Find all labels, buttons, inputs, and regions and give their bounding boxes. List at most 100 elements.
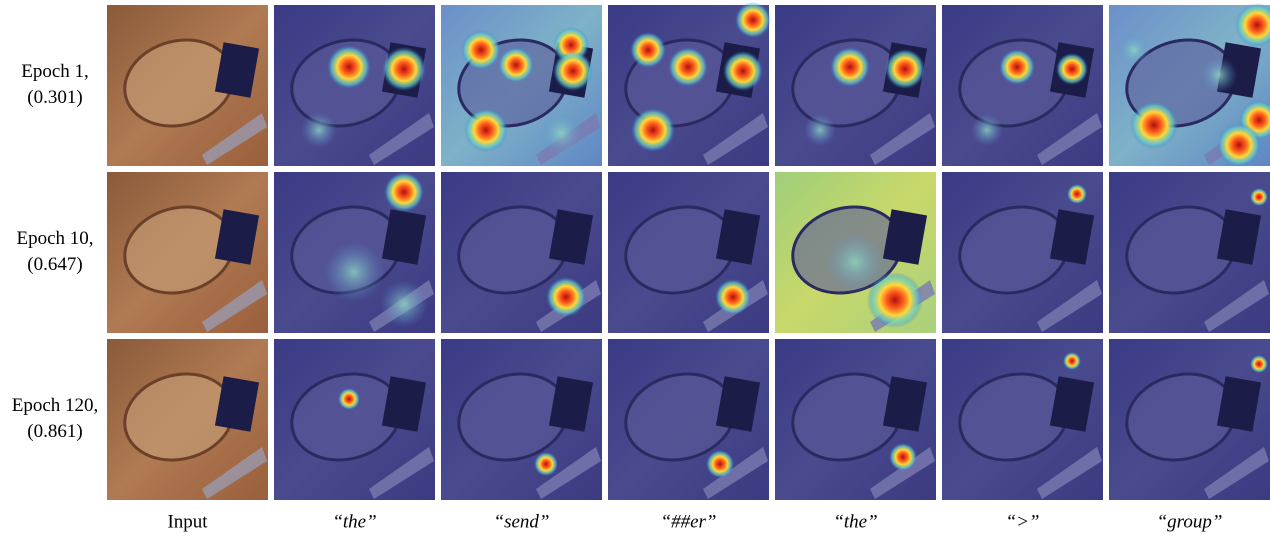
attention-map (1109, 172, 1270, 333)
heat-spot (464, 108, 508, 152)
sender-shape (536, 447, 601, 499)
heat-spot (1235, 3, 1270, 47)
heat-spot (668, 47, 708, 87)
heat-spot (867, 272, 923, 328)
heat-spot (1201, 57, 1237, 93)
heat-spot (380, 280, 428, 328)
attention-map (1109, 3, 1270, 167)
sign (715, 376, 761, 432)
heat-spot (715, 279, 751, 315)
sender-shape (1037, 447, 1102, 499)
sign (715, 209, 761, 265)
sender-shape (703, 447, 768, 499)
heat-spot (889, 443, 917, 471)
heat-spot (706, 450, 734, 478)
sender-shape (202, 280, 267, 332)
heat-spot (1250, 188, 1268, 206)
heat-spot (971, 114, 1003, 146)
row-label: Epoch 1, (0.301) (21, 61, 89, 108)
sign (548, 209, 594, 265)
heat-spot (885, 49, 925, 89)
sender-shape (202, 447, 267, 499)
sign (1049, 376, 1095, 432)
sign (214, 42, 260, 98)
sign (381, 376, 427, 432)
heat-spot (324, 242, 384, 302)
attention-map (608, 2, 771, 166)
heat-spot (1063, 352, 1081, 370)
heat-spot (735, 2, 771, 38)
heat-spot (1056, 53, 1088, 85)
epoch-label: Epoch 10, (16, 228, 93, 249)
sender-shape (870, 113, 935, 165)
attention-map (441, 172, 602, 333)
sender-shape (870, 447, 935, 499)
heat-spot (301, 112, 337, 148)
sign (381, 209, 427, 265)
sign (882, 209, 928, 265)
sender-shape (369, 447, 434, 499)
attention-map (441, 339, 602, 500)
score-label: (0.301) (27, 87, 82, 108)
attention-map (775, 172, 936, 333)
column-label: “##er” (661, 511, 717, 532)
sign (1216, 209, 1262, 265)
heat-spot (825, 232, 885, 292)
heat-spot (534, 452, 558, 476)
attention-map (775, 339, 936, 500)
heat-spot (338, 388, 360, 410)
sender-shape (1037, 113, 1102, 165)
sender-shape (202, 113, 267, 165)
sign (1049, 209, 1095, 265)
row-label: Epoch 10, (0.647) (16, 228, 93, 275)
sender-shape (369, 113, 434, 165)
attention-map (441, 5, 602, 166)
heat-spot (546, 277, 586, 317)
input-image (107, 172, 268, 333)
row-label: Epoch 120, (0.861) (12, 395, 99, 442)
heat-spot (1217, 123, 1261, 167)
sign (214, 376, 260, 432)
attention-map (1109, 339, 1270, 500)
attention-map (942, 5, 1103, 166)
column-label: “group” (1157, 511, 1223, 532)
heat-spot (1067, 184, 1087, 204)
heat-spot (1130, 101, 1178, 149)
epoch-label: Epoch 120, (12, 395, 99, 416)
heat-spot (498, 47, 534, 83)
attention-map (274, 5, 435, 166)
input-image (107, 5, 268, 166)
sign (882, 376, 928, 432)
attention-map (608, 339, 769, 500)
heat-spot (630, 32, 666, 68)
attention-map (274, 172, 435, 333)
column-label: “the” (833, 511, 877, 532)
sign (548, 376, 594, 432)
column-label: “send” (494, 511, 550, 532)
heat-spot (830, 47, 870, 87)
sender-shape (1037, 280, 1102, 332)
column-label: “the” (332, 511, 376, 532)
heat-spot (327, 45, 371, 89)
attention-map (274, 339, 435, 500)
heat-spot (461, 30, 501, 70)
input-image (107, 339, 268, 500)
epoch-label: Epoch 1, (21, 61, 89, 82)
sign (1216, 376, 1262, 432)
heat-spot (631, 108, 675, 152)
attention-map (942, 339, 1103, 500)
attention-map (775, 5, 936, 166)
heat-spot (539, 111, 583, 155)
score-label: (0.647) (27, 254, 82, 275)
heat-spot (723, 51, 763, 91)
heat-spot (1250, 355, 1268, 373)
heat-spot (999, 49, 1035, 85)
attention-map (608, 172, 769, 333)
heat-spot (804, 114, 836, 146)
sender-shape (1204, 280, 1269, 332)
sender-shape (1204, 447, 1269, 499)
heat-spot (382, 47, 426, 91)
heat-spot (384, 172, 424, 212)
score-label: (0.861) (27, 421, 82, 442)
